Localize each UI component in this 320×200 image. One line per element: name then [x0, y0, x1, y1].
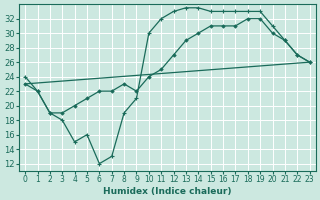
- X-axis label: Humidex (Indice chaleur): Humidex (Indice chaleur): [103, 187, 232, 196]
